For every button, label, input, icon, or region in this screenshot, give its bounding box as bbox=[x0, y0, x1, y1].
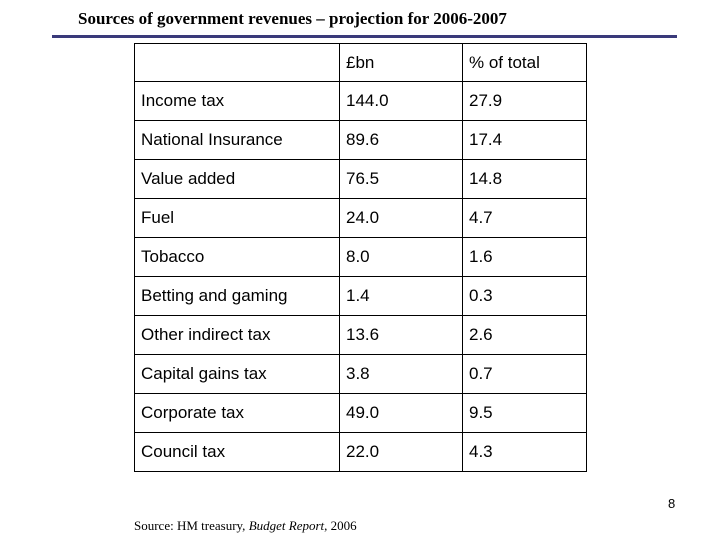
source-publication: Budget Report bbox=[248, 518, 325, 533]
table-row: Council tax 22.0 4.3 bbox=[134, 432, 587, 472]
row-pct: 9.5 bbox=[462, 393, 587, 433]
title-divider bbox=[52, 35, 677, 38]
row-pct: 27.9 bbox=[462, 81, 587, 121]
row-pct: 1.6 bbox=[462, 237, 587, 277]
row-bn: 89.6 bbox=[339, 120, 463, 160]
row-pct: 2.6 bbox=[462, 315, 587, 355]
table-row: Corporate tax 49.0 9.5 bbox=[134, 393, 587, 433]
header-pct: % of total bbox=[462, 43, 587, 82]
source-note: Source: HM treasury, Budget Report, 2006 bbox=[134, 518, 357, 534]
row-bn: 3.8 bbox=[339, 354, 463, 394]
table-row: Income tax 144.0 27.9 bbox=[134, 81, 587, 121]
table-row: Fuel 24.0 4.7 bbox=[134, 198, 587, 238]
row-source: Betting and gaming bbox=[134, 276, 340, 316]
row-source: Income tax bbox=[134, 81, 340, 121]
row-source: Council tax bbox=[134, 432, 340, 472]
row-source: Fuel bbox=[134, 198, 340, 238]
row-bn: 76.5 bbox=[339, 159, 463, 199]
table-row: Capital gains tax 3.8 0.7 bbox=[134, 354, 587, 394]
table-row: Tobacco 8.0 1.6 bbox=[134, 237, 587, 277]
table-header-row: £bn % of total bbox=[134, 43, 587, 82]
row-bn: 24.0 bbox=[339, 198, 463, 238]
row-pct: 4.7 bbox=[462, 198, 587, 238]
row-pct: 17.4 bbox=[462, 120, 587, 160]
revenue-table: £bn % of total Income tax 144.0 27.9 Nat… bbox=[134, 43, 587, 472]
header-source bbox=[134, 43, 340, 82]
row-bn: 22.0 bbox=[339, 432, 463, 472]
header-bn: £bn bbox=[339, 43, 463, 82]
table-row: Betting and gaming 1.4 0.3 bbox=[134, 276, 587, 316]
row-source: Corporate tax bbox=[134, 393, 340, 433]
row-source: Value added bbox=[134, 159, 340, 199]
row-pct: 0.7 bbox=[462, 354, 587, 394]
slide-title: Sources of government revenues – project… bbox=[78, 9, 507, 28]
table-row: National Insurance 89.6 17.4 bbox=[134, 120, 587, 160]
row-pct: 14.8 bbox=[462, 159, 587, 199]
row-pct: 0.3 bbox=[462, 276, 587, 316]
row-source: National Insurance bbox=[134, 120, 340, 160]
row-source: Tobacco bbox=[134, 237, 340, 277]
row-bn: 1.4 bbox=[339, 276, 463, 316]
row-source: Capital gains tax bbox=[134, 354, 340, 394]
row-bn: 49.0 bbox=[339, 393, 463, 433]
row-bn: 8.0 bbox=[339, 237, 463, 277]
page-number: 8 bbox=[668, 496, 676, 511]
source-suffix: , 2006 bbox=[324, 518, 357, 533]
row-source: Other indirect tax bbox=[134, 315, 340, 355]
table-row: Other indirect tax 13.6 2.6 bbox=[134, 315, 587, 355]
row-bn: 144.0 bbox=[339, 81, 463, 121]
table-row: Value added 76.5 14.8 bbox=[134, 159, 587, 199]
row-bn: 13.6 bbox=[339, 315, 463, 355]
source-prefix: Source: HM treasury, bbox=[134, 518, 249, 533]
row-pct: 4.3 bbox=[462, 432, 587, 472]
